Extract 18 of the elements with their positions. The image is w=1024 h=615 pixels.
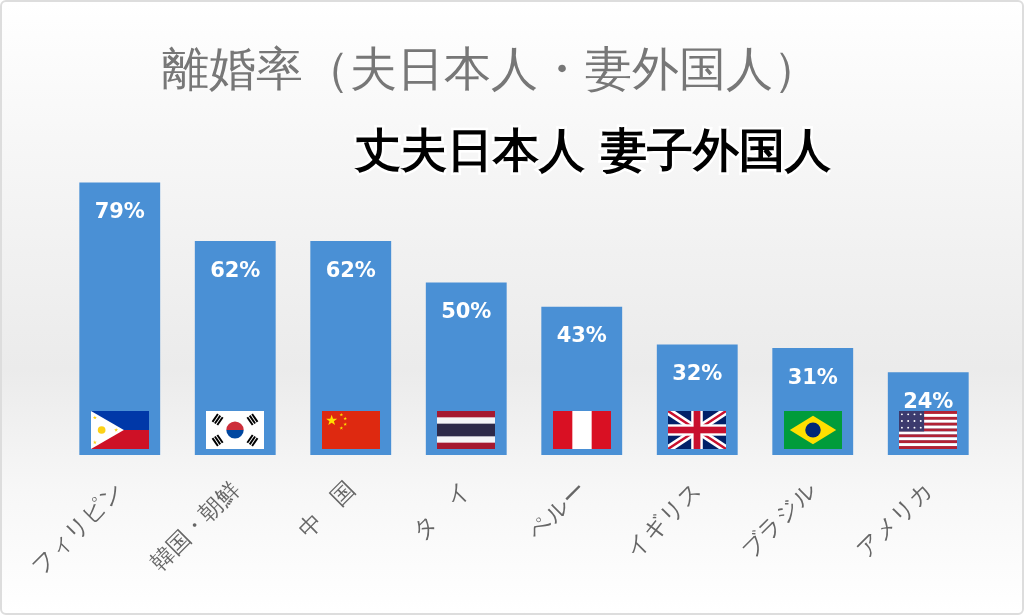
- chart-title: 離婚率（夫日本人・妻外国人）: [162, 41, 820, 96]
- data-label: 43%: [556, 323, 607, 348]
- x-tick-label: イギリス: [620, 475, 707, 563]
- x-tick-label: ペルー: [522, 475, 591, 545]
- x-tick-label: ブラジル: [735, 475, 822, 563]
- data-label: 32%: [672, 361, 723, 386]
- data-label: 50%: [441, 299, 492, 323]
- x-tick-label: 韓国・朝鮮: [144, 475, 245, 576]
- x-tick-label: アメリカ: [851, 475, 938, 563]
- x-tick-label: フィリピン: [25, 475, 129, 580]
- data-label: 79%: [94, 198, 145, 223]
- data-label: 62%: [325, 257, 376, 282]
- x-tick-label: 中 国: [292, 475, 360, 543]
- x-tick-label: タ イ: [406, 475, 476, 545]
- chart-subtitle: 丈夫日本人 妻子外国人: [354, 123, 832, 177]
- data-label: 31%: [787, 364, 838, 389]
- data-label: 24%: [903, 388, 954, 413]
- data-label: 62%: [210, 257, 261, 282]
